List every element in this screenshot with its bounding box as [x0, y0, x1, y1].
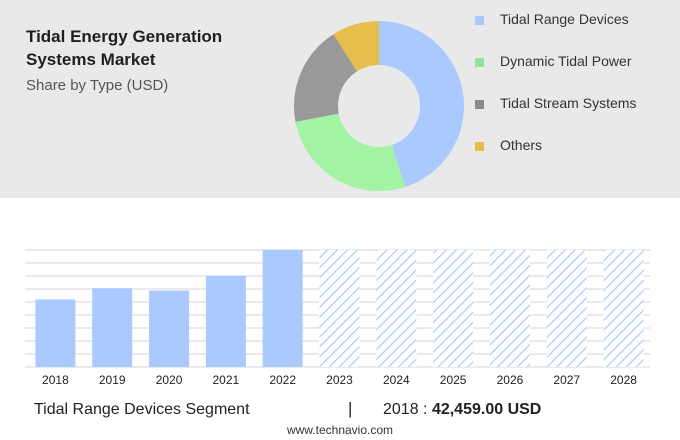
bar-2020	[149, 290, 190, 367]
x-tick-label: 2020	[156, 373, 183, 387]
legend-label: Others	[500, 137, 543, 153]
forecast-bar-2024	[376, 250, 417, 367]
legend-swatch	[475, 58, 484, 67]
donut-slice-2	[294, 34, 358, 122]
chart-title: Tidal Energy Generation Systems Market	[26, 27, 223, 69]
donut-chart	[294, 21, 464, 191]
legend-label: Dynamic Tidal Power	[500, 53, 632, 69]
chart-subtitle: Share by Type (USD)	[26, 77, 169, 94]
bar-2021	[205, 275, 246, 367]
legend-swatch	[475, 100, 484, 109]
bar-2022	[262, 250, 303, 367]
legend-label: Tidal Stream Systems	[500, 95, 637, 111]
bar-2018	[35, 299, 76, 367]
x-tick-label: 2022	[269, 373, 296, 387]
x-tick-label: 2019	[99, 373, 126, 387]
bar-chart: 2018 2019 2020 2021 2022 2023 2024 2025 2026 2027…	[25, 249, 650, 387]
source-url: www.technavio.com	[286, 423, 394, 437]
forecast-bar-2028	[603, 250, 644, 367]
x-tick-label: 2018	[42, 373, 69, 387]
legend-swatch	[475, 16, 484, 25]
x-tick-label: 2024	[383, 373, 410, 387]
segment-amount: 42,459.00 USD	[431, 401, 542, 418]
forecast-bar-2023	[319, 250, 360, 367]
segment-year: 2018 :	[383, 401, 428, 418]
x-tick-label: 2028	[610, 373, 637, 387]
x-tick-label: 2026	[497, 373, 524, 387]
bar-2019	[92, 288, 133, 367]
x-tick-label: 2025	[440, 373, 467, 387]
legend-swatch	[475, 142, 484, 151]
legend-label: Tidal Range Devices	[500, 11, 629, 27]
x-tick-label: 2023	[326, 373, 353, 387]
footer-separator: |	[348, 399, 353, 418]
donut-slice-0	[379, 21, 464, 187]
segment-label: Tidal Range Devices Segment	[34, 401, 250, 418]
forecast-bar-2025	[433, 250, 474, 367]
donut-slice-1	[295, 113, 406, 191]
x-tick-label: 2027	[553, 373, 580, 387]
forecast-bar-2027	[546, 250, 587, 367]
forecast-bar-2026	[489, 250, 530, 367]
x-tick-label: 2021	[213, 373, 240, 387]
segment-value: 2018 : 42,459.00 USD	[383, 401, 541, 419]
donut-slice-3	[333, 21, 379, 72]
